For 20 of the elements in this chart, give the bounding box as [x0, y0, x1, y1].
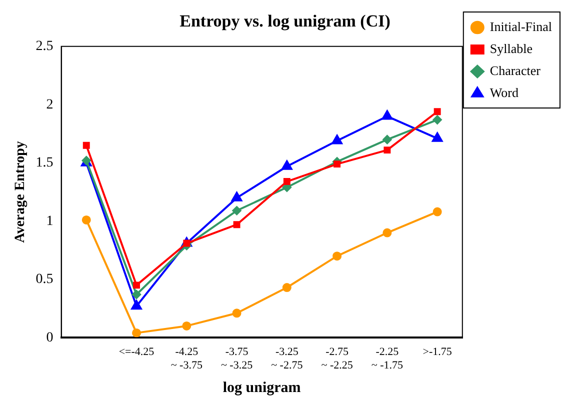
y-axis-title: Average Entropy [13, 141, 28, 243]
legend-label: Syllable [490, 40, 533, 56]
y-tick-label: 1 [46, 214, 54, 229]
x-tick-label: -2.25 ~ -1.75 [371, 346, 404, 372]
legend-label: Initial-Final [490, 18, 552, 34]
y-tick-label: 2.5 [36, 39, 54, 54]
legend-label: Character [490, 62, 542, 78]
x-tick-label: -3.25 ~ -2.75 [271, 346, 304, 372]
x-tick-label: -3.75 ~ -3.25 [220, 346, 254, 372]
x-tick-label: >-1.75 [422, 346, 452, 358]
y-tick-label: 0.5 [36, 272, 54, 288]
x-tick-label: -4.25 ~ -3.75 [170, 346, 203, 372]
y-tick-label: 1.5 [36, 156, 54, 171]
x-axis-title: log unigram [222, 380, 302, 396]
y-tick-label: 0 [46, 330, 54, 346]
chart-title: Entropy vs. log unigram (CI) [180, 12, 390, 31]
y-tick-label: 2 [46, 97, 54, 112]
x-tick-label: <=-4.25 [118, 346, 155, 358]
x-tick-label: -2.75 ~ -2.25 [321, 346, 354, 372]
legend-label: Word [490, 84, 519, 100]
